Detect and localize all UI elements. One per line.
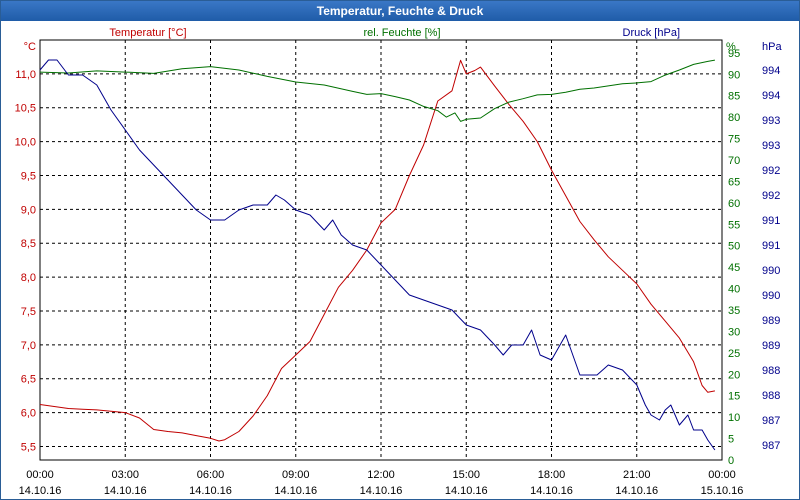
pressure-tick-label: 988: [762, 390, 780, 402]
humidity-tick-label: 5: [728, 434, 734, 446]
x-tick-time: 15:00: [452, 469, 480, 481]
humidity-tick-label: 75: [728, 134, 740, 146]
humidity-tick-label: 60: [728, 198, 740, 210]
humidity-series-line: [39, 59, 715, 122]
x-tick-date: 14.10.16: [189, 485, 232, 497]
pressure-tick-label: 989: [762, 340, 780, 352]
pressure-tick-label: 988: [762, 365, 780, 377]
plot-area: [39, 39, 723, 461]
humidity-tick-label: 80: [728, 112, 740, 124]
window-title: Temperatur, Feuchte & Druck: [1, 1, 799, 21]
humidity-tick-label: 15: [728, 391, 740, 403]
x-tick-date: 14.10.16: [360, 485, 403, 497]
temperature-tick-label: 5,5: [21, 441, 36, 453]
pressure-tick-label: 990: [762, 290, 780, 302]
humidity-unit: %: [726, 41, 736, 53]
x-tick-time: 06:00: [197, 469, 225, 481]
pressure-unit: hPa: [762, 41, 782, 53]
tick-labels: 00:00 14.10.16 03:00 14.10.16 06:00 14.10.16 0…: [15, 48, 781, 497]
x-tick-date: 15.10.16: [701, 485, 744, 497]
humidity-tick-label: 35: [728, 305, 740, 317]
pressure-tick-label: 994: [762, 90, 780, 102]
temperature-tick-label: 9,0: [21, 204, 36, 216]
grid: [40, 40, 722, 460]
pressure-tick-label: 992: [762, 190, 780, 202]
temperature-tick-label: 6,0: [21, 408, 36, 420]
pressure-tick-label: 992: [762, 165, 780, 177]
temperature-tick-label: 6,5: [21, 374, 36, 386]
temperature-tick-label: 7,0: [21, 340, 36, 352]
pressure-tick-label: 991: [762, 215, 780, 227]
x-tick-date: 14.10.16: [274, 485, 317, 497]
x-tick-time: 09:00: [282, 469, 310, 481]
pressure-axis-label: Druck [hPa]: [623, 27, 680, 39]
humidity-tick-label: 45: [728, 262, 740, 274]
pressure-tick-label: 987: [762, 415, 780, 427]
pressure-tick-label: 989: [762, 315, 780, 327]
x-tick-date: 14.10.16: [615, 485, 658, 497]
temperature-tick-label: 9,5: [21, 170, 36, 182]
humidity-tick-label: 85: [728, 91, 740, 103]
pressure-tick-label: 993: [762, 140, 780, 152]
temperature-series-line: [39, 59, 715, 442]
humidity-tick-label: 50: [728, 241, 740, 253]
temperature-axis-label: Temperatur [°C]: [109, 27, 186, 39]
humidity-tick-label: 25: [728, 348, 740, 360]
temperature-tick-label: 7,5: [21, 306, 36, 318]
x-tick-date: 14.10.16: [445, 485, 488, 497]
x-tick-time: 12:00: [367, 469, 395, 481]
temperature-unit: °C: [24, 41, 36, 53]
humidity-tick-label: 20: [728, 369, 740, 381]
x-tick-date: 14.10.16: [104, 485, 147, 497]
pressure-tick-label: 991: [762, 240, 780, 252]
humidity-tick-label: 90: [728, 69, 740, 81]
x-tick-time: 18:00: [538, 469, 566, 481]
series-layer: [39, 59, 716, 451]
humidity-tick-label: 70: [728, 155, 740, 167]
pressure-tick-label: 990: [762, 265, 780, 277]
temperature-tick-label: 10,0: [15, 137, 36, 149]
humidity-tick-label: 10: [728, 412, 740, 424]
humidity-tick-label: 95: [728, 48, 740, 60]
humidity-tick-label: 30: [728, 326, 740, 338]
humidity-tick-label: 55: [728, 219, 740, 231]
pressure-tick-label: 993: [762, 115, 780, 127]
x-tick-date: 14.10.16: [530, 485, 573, 497]
temperature-tick-label: 8,0: [21, 272, 36, 284]
pressure-tick-label: 987: [762, 440, 780, 452]
pressure-tick-label: 994: [762, 65, 780, 77]
x-tick-time: 21:00: [623, 469, 651, 481]
humidity-axis-label: rel. Feuchte [%]: [363, 27, 440, 39]
x-tick-time: 00:00: [26, 469, 54, 481]
x-tick-time: 03:00: [111, 469, 139, 481]
humidity-tick-label: 65: [728, 176, 740, 188]
temperature-tick-label: 10,5: [15, 103, 36, 115]
x-tick-date: 14.10.16: [19, 485, 62, 497]
pressure-series-line: [39, 59, 716, 451]
temperature-tick-label: 8,5: [21, 238, 36, 250]
temperature-tick-label: 11,0: [15, 69, 36, 81]
humidity-tick-label: 40: [728, 284, 740, 296]
x-tick-time: 00:00: [708, 469, 736, 481]
humidity-tick-label: 0: [728, 455, 734, 467]
